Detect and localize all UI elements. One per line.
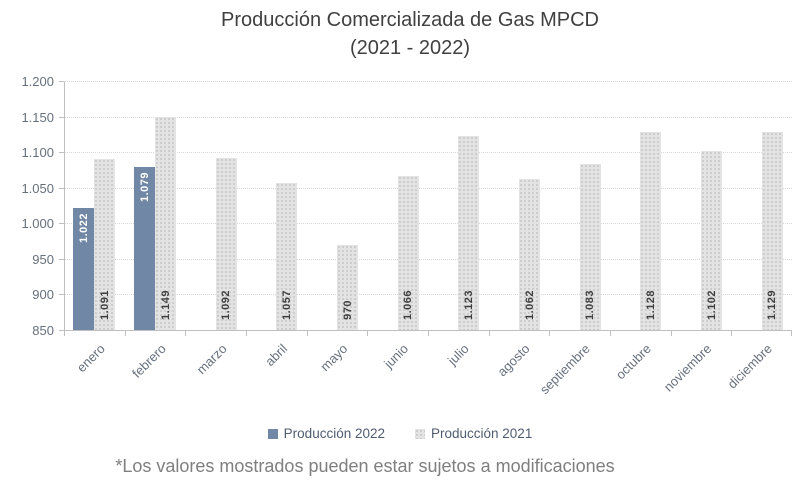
x-axis-label-marzo: marzo [193, 341, 230, 378]
x-axis-tick [428, 331, 429, 336]
x-axis-label-febrero: febrero [128, 341, 169, 381]
gridline [64, 294, 792, 296]
bar-2021-octubre: 1.128 [640, 132, 662, 330]
y-axis-label: 950 [32, 251, 54, 267]
bar-2021-marzo: 1.092 [215, 157, 237, 330]
bar-2021-abril: 1.057 [276, 182, 298, 330]
bar-value-label: 970 [341, 300, 354, 320]
bar-value-label: 1.091 [98, 289, 111, 320]
y-axis-tick [59, 223, 64, 225]
x-axis-tick [64, 331, 65, 336]
bar-2021-diciembre: 1.129 [761, 131, 783, 330]
bar-value-label: 1.062 [523, 289, 536, 320]
bar-2021-junio: 1.066 [397, 176, 419, 330]
chart-title-line1: Producción Comercializada de Gas MPCD [221, 9, 599, 31]
y-axis-line [64, 82, 65, 331]
y-axis-label: 900 [32, 287, 54, 303]
bar-2021-julio: 1.123 [458, 135, 480, 330]
bar-value-label: 1.123 [462, 289, 475, 320]
bar-value-label: 1.083 [584, 289, 597, 320]
bar-2021-enero: 1.091 [94, 158, 116, 330]
y-axis-label: 850 [32, 323, 54, 338]
y-axis-tick [59, 294, 64, 296]
x-axis-label-agosto: agosto [494, 341, 533, 380]
bar-2021-agosto: 1.062 [519, 179, 540, 330]
x-axis-tick [367, 331, 369, 336]
bar-value-label: 1.066 [402, 289, 415, 320]
legend-item-2021: Producción 2021 [415, 426, 532, 441]
legend-label: Producción 2022 [283, 426, 385, 441]
x-axis-label-enero: enero [73, 341, 108, 376]
gridline [64, 152, 792, 154]
x-axis-tick [124, 331, 126, 336]
legend-swatch-2021-icon [415, 428, 425, 439]
gridline [64, 116, 792, 118]
y-axis-tick [59, 330, 64, 331]
legend: Producción 2022 Producción 2021 [0, 426, 800, 441]
bar-value-label: 1.102 [705, 289, 718, 320]
x-axis-tick [731, 331, 733, 336]
x-axis-label-octubre: octubre [612, 341, 654, 383]
x-axis-label-mayo: mayo [317, 341, 351, 375]
x-axis-label-junio: junio [381, 341, 412, 372]
bar-2021-noviembre: 1.102 [701, 150, 722, 330]
y-axis-label: 1.150 [21, 109, 54, 125]
footnote: *Los valores mostrados pueden estar suje… [115, 456, 615, 476]
x-axis-tick [246, 331, 247, 336]
gridline [64, 258, 792, 260]
x-axis-label-abril: abril [261, 341, 290, 369]
y-axis-label: 1.050 [21, 180, 54, 196]
bar-value-label: 1.149 [159, 289, 172, 320]
x-axis-tick [549, 331, 551, 336]
legend-label: Producción 2021 [431, 426, 533, 441]
y-axis-label: 1.200 [21, 74, 54, 89]
y-axis-tick [59, 152, 64, 154]
bar-value-label: 1.057 [280, 289, 293, 320]
bar-2022-febrero: 1.079 [134, 167, 155, 330]
plot-area: 850 900 950 1.000 1.050 1.100 1.150 1.200 1.022 1… [21, 74, 792, 397]
legend-swatch-2022-icon [267, 428, 278, 439]
x-axis-tick [306, 331, 308, 336]
bar-2021-septiembre: 1.083 [579, 164, 601, 330]
y-axis-label: 1.100 [21, 145, 54, 161]
x-axis-tick [610, 331, 611, 336]
y-axis-tick [59, 187, 64, 189]
x-axis-tick [670, 331, 672, 336]
bar-value-label: 1.079 [138, 172, 151, 203]
bar-value-label: 1.022 [77, 212, 90, 243]
x-axis-line [64, 330, 792, 331]
x-axis-label-septiembre: septiembre [537, 341, 594, 398]
x-axis-label-diciembre: diciembre [724, 341, 776, 392]
x-axis-tick [185, 331, 187, 336]
bar-value-label: 1.128 [644, 289, 657, 320]
bar-2021-mayo: 970 [337, 244, 358, 330]
bar-2022-enero: 1.022 [73, 207, 95, 330]
y-axis-label: 1.000 [21, 216, 54, 232]
x-axis-label-julio: julio [444, 341, 472, 368]
x-axis-label-noviembre: noviembre [661, 341, 715, 395]
bar-value-label: 1.129 [766, 289, 779, 320]
legend-item-2022: Producción 2022 [267, 426, 385, 441]
bar-value-label: 1.092 [220, 289, 233, 320]
chart-title-line2: (2021 - 2022) [349, 37, 471, 59]
chart-title: Producción Comercializada de Gas MPCD (2… [10, 6, 800, 62]
y-axis-tick [59, 81, 64, 82]
x-axis-tick [791, 331, 792, 336]
bar-2021-febrero: 1.149 [155, 117, 176, 330]
gridline [64, 223, 792, 225]
y-axis-tick [59, 258, 64, 260]
x-axis-tick [488, 331, 490, 336]
gridline [64, 81, 792, 82]
gridline [64, 187, 792, 189]
y-axis-tick [59, 116, 64, 118]
